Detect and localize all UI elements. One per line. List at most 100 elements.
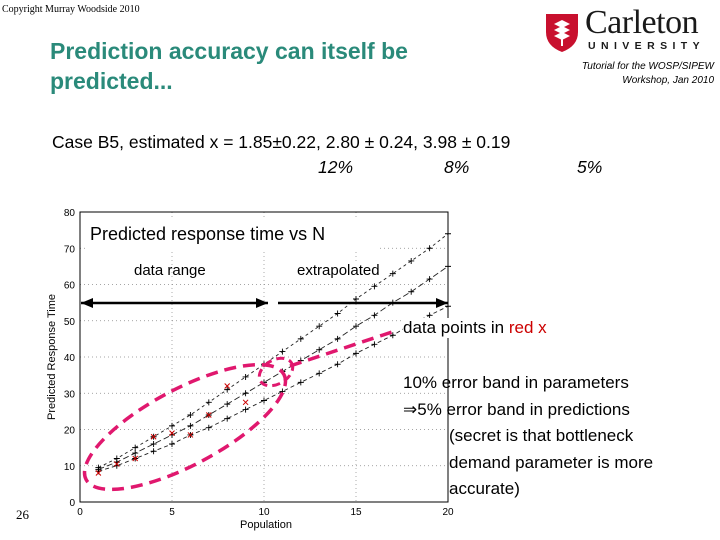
extrapolated-label: extrapolated bbox=[297, 262, 382, 279]
logo-subtitle: UNIVERSITY bbox=[588, 40, 706, 52]
y-tick-label: 80 bbox=[64, 208, 76, 219]
y-tick-label: 60 bbox=[64, 281, 76, 292]
accuracy-percent-1: 12% bbox=[318, 157, 354, 177]
measured-point bbox=[205, 412, 212, 418]
series-marker-3 bbox=[426, 245, 433, 252]
y-tick-label: 10 bbox=[64, 462, 76, 473]
x-tick-label: 10 bbox=[258, 507, 270, 518]
highlight-ellipse-data bbox=[82, 362, 288, 492]
series-marker-2 bbox=[242, 390, 249, 397]
measured-point bbox=[95, 470, 102, 476]
x-tick-label: 20 bbox=[442, 507, 454, 518]
series-marker-1 bbox=[297, 379, 304, 386]
tutorial-line-2: Workshop, Jan 2010 bbox=[622, 75, 714, 86]
series-marker-1 bbox=[371, 341, 378, 348]
series-line-1 bbox=[98, 305, 449, 472]
error-band-line-5: accurate) bbox=[449, 479, 520, 498]
data-points-red-text: red x bbox=[508, 318, 547, 337]
x-tick-label: 5 bbox=[169, 507, 175, 518]
series-line-3 bbox=[98, 233, 449, 468]
series-marker-2 bbox=[224, 401, 231, 408]
error-band-notes: 10% error band in parameters ⇒5% error b… bbox=[403, 370, 653, 503]
series-marker-3 bbox=[389, 270, 396, 277]
carleton-logo: Carleton UNIVERSITY bbox=[540, 4, 716, 54]
series-marker-1 bbox=[261, 397, 267, 404]
series-marker-3 bbox=[113, 455, 120, 462]
series-marker-3 bbox=[169, 422, 175, 429]
series-marker-3 bbox=[187, 412, 194, 418]
series-marker-3 bbox=[334, 310, 341, 317]
series-lines bbox=[95, 230, 451, 475]
accuracy-percent-3: 5% bbox=[577, 157, 603, 177]
slide-title: Prediction accuracy can itself be predic… bbox=[50, 36, 520, 96]
series-marker-1 bbox=[389, 332, 396, 339]
tutorial-line-1: Tutorial for the WOSP/SIPEW bbox=[581, 61, 714, 72]
series-marker-3 bbox=[445, 230, 451, 237]
measured-point bbox=[169, 430, 175, 436]
x-tick-label: 15 bbox=[350, 507, 362, 518]
series-marker-3 bbox=[95, 464, 102, 471]
data-points-note: data points in red x bbox=[403, 318, 547, 338]
error-band-line-4: demand parameter is more bbox=[449, 452, 654, 472]
shield-icon bbox=[546, 14, 578, 52]
series-marker-1 bbox=[242, 406, 249, 413]
data-range-arrow-right-head bbox=[256, 298, 268, 308]
series-marker-2 bbox=[150, 441, 157, 447]
chart-title: Predicted response time vs N bbox=[90, 224, 325, 244]
series-marker-1 bbox=[169, 441, 175, 447]
series-marker-1 bbox=[150, 448, 157, 455]
measured-point bbox=[187, 432, 194, 438]
data-range-arrow-left-head bbox=[81, 298, 93, 308]
error-band-line-2: ⇒5% error band in predictions bbox=[403, 399, 630, 419]
title-line-1: Prediction accuracy can itself be bbox=[50, 38, 408, 64]
tutorial-note: Tutorial for the WOSP/SIPEW Workshop, Ja… bbox=[582, 60, 714, 88]
y-tick-label: 20 bbox=[64, 426, 76, 437]
series-marker-2 bbox=[371, 312, 378, 319]
data-points-prefix: data points in bbox=[403, 318, 509, 337]
extrapolated-arrow-head bbox=[436, 298, 448, 308]
series-marker-1 bbox=[316, 370, 323, 377]
axis-ticks: 0 5 10 15 20 0 10 20 30 40 50 60 70 80 bbox=[64, 208, 454, 518]
series-marker-1 bbox=[224, 415, 231, 422]
y-tick-label: 40 bbox=[64, 353, 76, 364]
series-marker-3 bbox=[224, 386, 231, 393]
series-marker-1 bbox=[334, 361, 341, 368]
measured-point bbox=[132, 455, 139, 462]
measured-point bbox=[150, 433, 157, 440]
series-marker-2 bbox=[426, 276, 433, 283]
series-marker-2 bbox=[334, 335, 341, 342]
series-marker-2 bbox=[132, 450, 139, 457]
series-marker-3 bbox=[132, 444, 139, 451]
measured-point bbox=[113, 461, 120, 467]
y-tick-label: 70 bbox=[64, 244, 76, 255]
series-marker-3 bbox=[205, 399, 212, 406]
measured-point bbox=[224, 383, 231, 389]
accuracy-percent-2: 8% bbox=[444, 157, 470, 177]
slide-number: 26 bbox=[16, 507, 29, 522]
measured-point bbox=[242, 399, 249, 406]
series-marker-3 bbox=[242, 373, 249, 380]
series-marker-3 bbox=[408, 257, 415, 264]
series-marker-3 bbox=[279, 348, 286, 355]
title-line-2: predicted... bbox=[50, 68, 173, 94]
series-marker-2 bbox=[316, 346, 323, 353]
series-marker-3 bbox=[316, 323, 323, 330]
measured-points bbox=[95, 383, 249, 476]
chart-title-backdrop bbox=[88, 219, 380, 249]
highlight-ellipse-point bbox=[257, 356, 295, 388]
copyright-text: Copyright Murray Woodside 2010 bbox=[2, 4, 140, 15]
series-marker-2 bbox=[445, 263, 451, 270]
series-marker-1 bbox=[353, 350, 359, 357]
series-marker-3 bbox=[353, 296, 359, 302]
series-marker-2 bbox=[353, 323, 359, 330]
series-marker-1 bbox=[426, 312, 433, 319]
data-range-label: data range bbox=[134, 262, 206, 279]
y-tick-label: 0 bbox=[69, 498, 75, 509]
series-marker-2 bbox=[408, 288, 415, 295]
y-tick-label: 30 bbox=[64, 389, 76, 400]
error-band-line-1: 10% error band in parameters bbox=[403, 373, 629, 392]
logo-wordmark: Carleton bbox=[585, 4, 699, 41]
series-marker-2 bbox=[187, 422, 194, 429]
y-tick-label: 50 bbox=[64, 317, 76, 328]
